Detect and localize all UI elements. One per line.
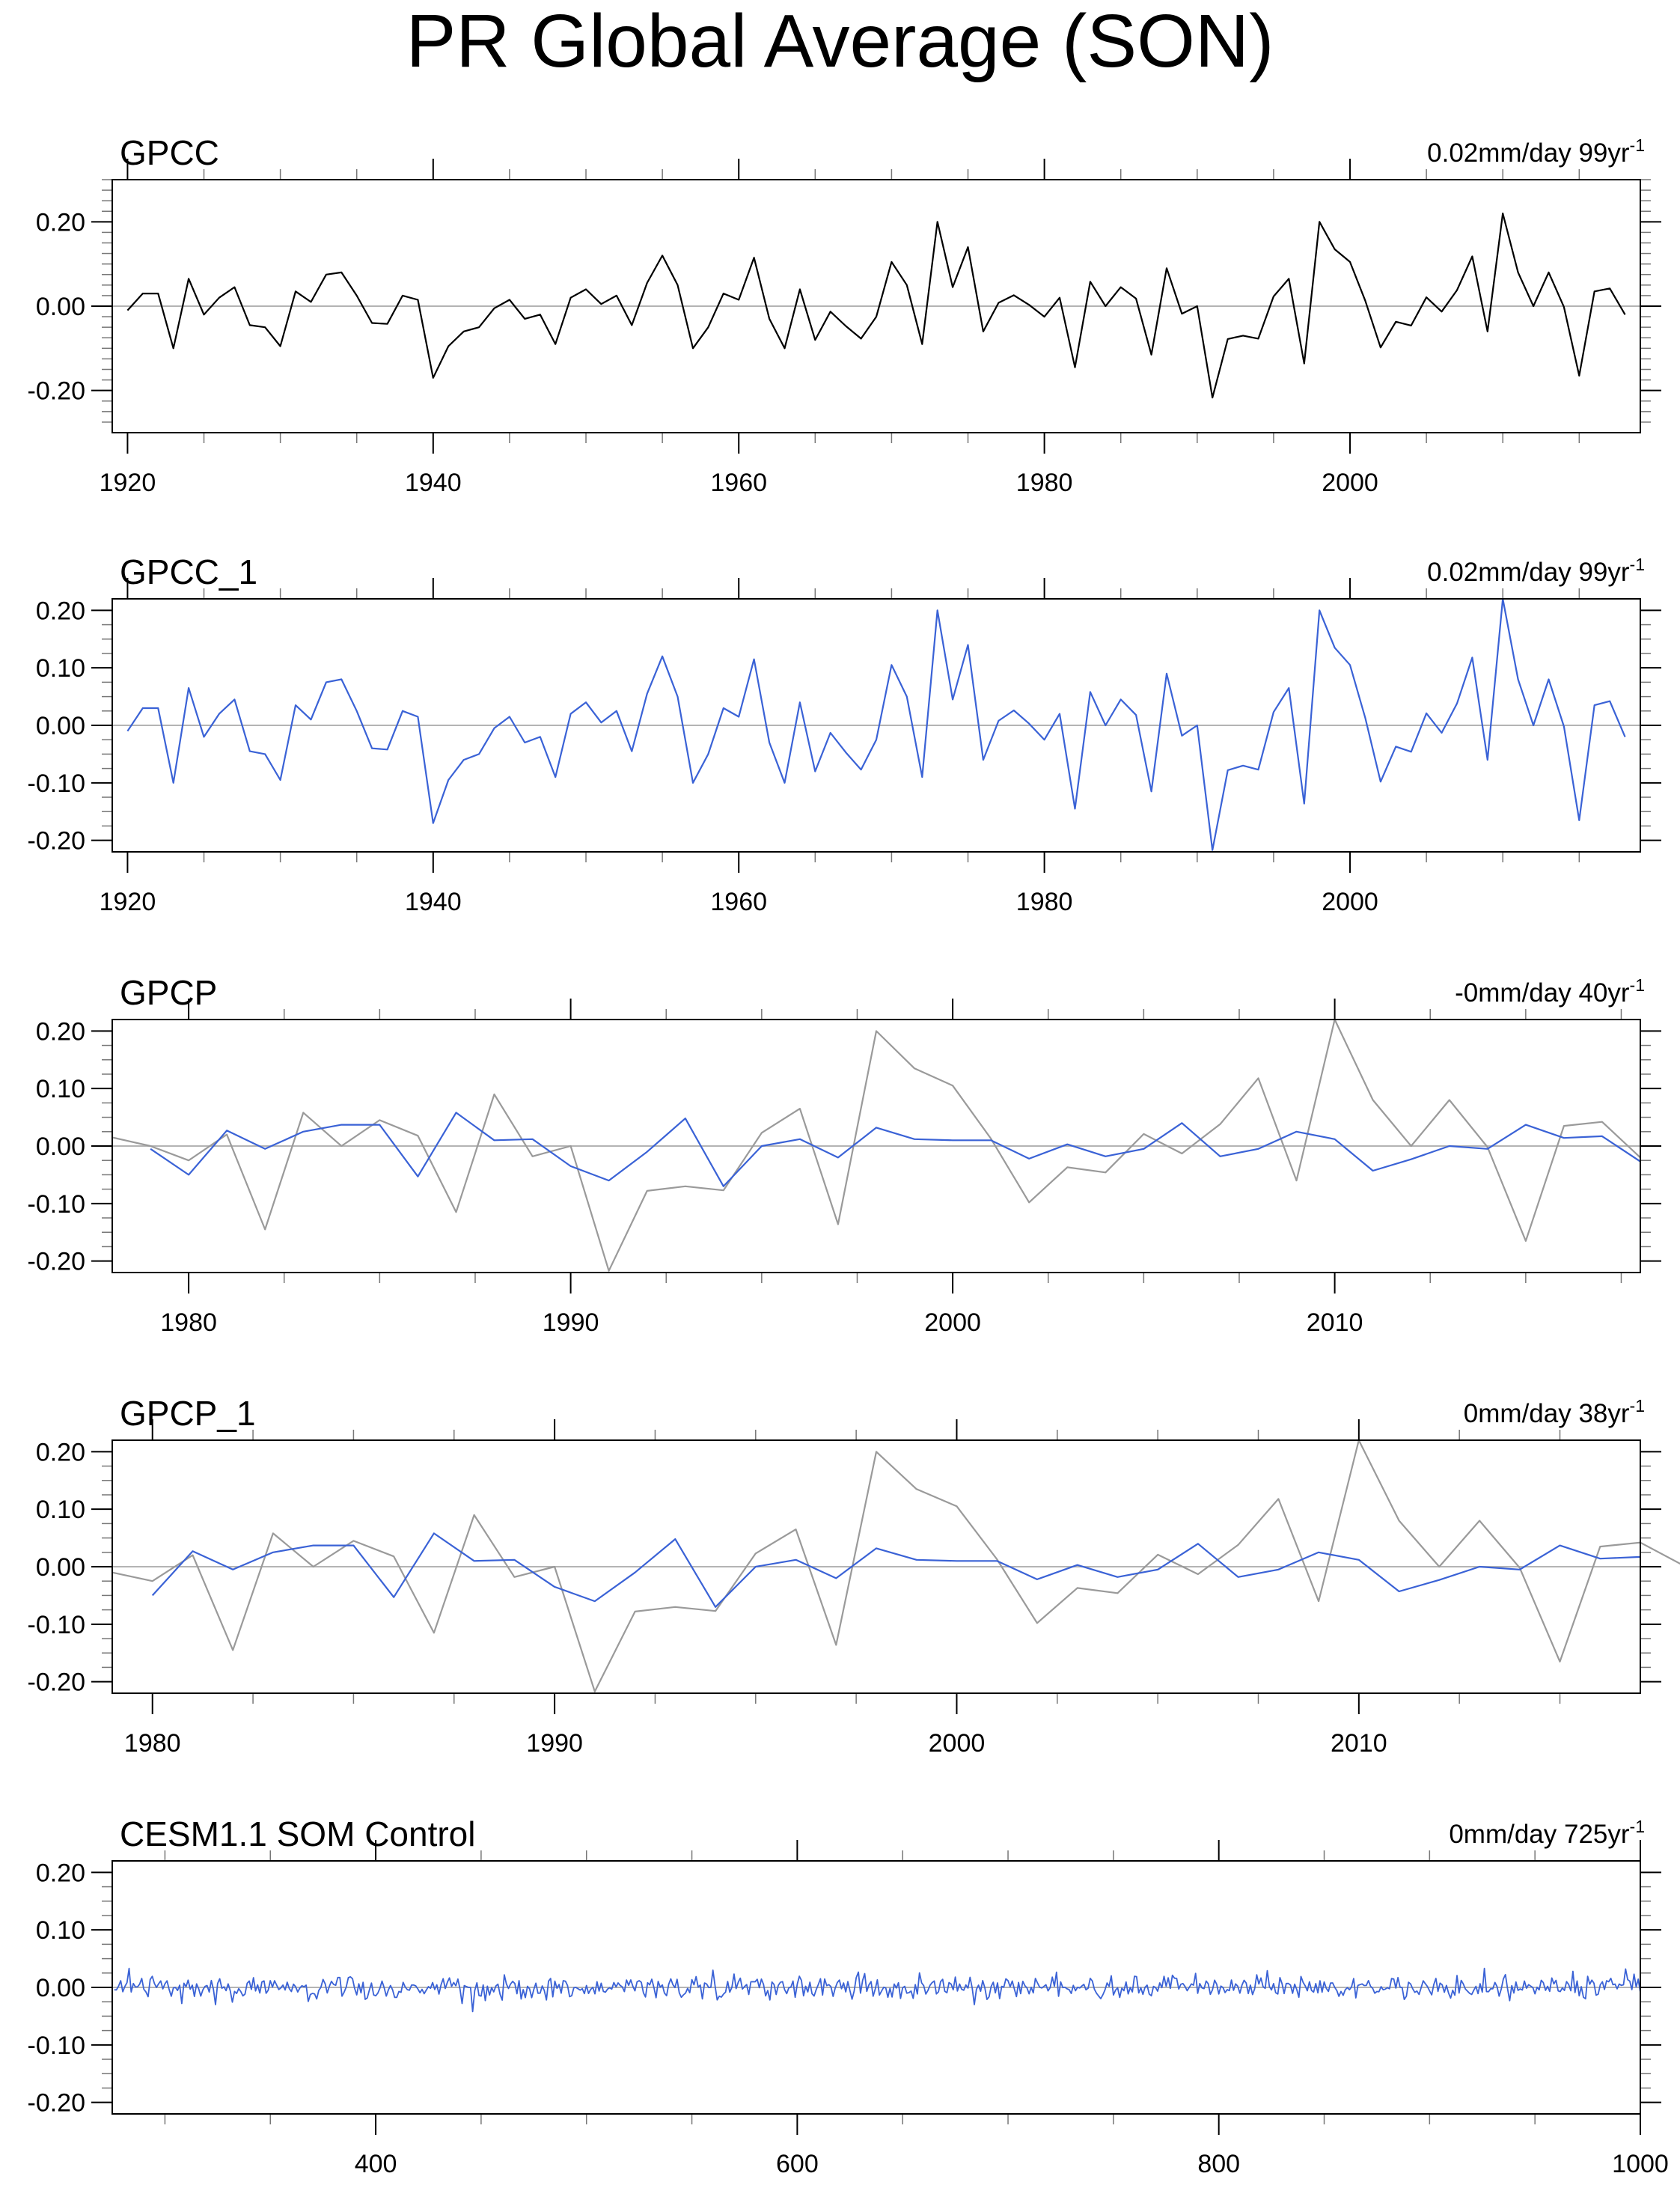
panel-title: CESM1.1 SOM Control <box>120 1814 475 1853</box>
x-tick-label: 1920 <box>100 888 156 916</box>
x-tick-label: 800 <box>1197 2150 1240 2178</box>
x-tick-label: 600 <box>776 2150 819 2178</box>
x-tick-label: 1990 <box>543 1308 599 1337</box>
y-tick-label: 0.00 <box>36 1133 85 1161</box>
y-tick-label: -0.10 <box>28 1611 86 1639</box>
trend-value: 0mm/day 38yr <box>1464 1399 1630 1428</box>
trend-label: 0.02mm/day 99yr-1 <box>1427 135 1645 168</box>
series-line-1 <box>126 597 1626 851</box>
panel-3: GPCP -0mm/day 40yr-1 0.20 0.10 0.00 -0.10 -0.2… <box>28 973 1661 1337</box>
x-tick-label: 2010 <box>1331 1729 1387 1758</box>
trend-exponent: -1 <box>1630 975 1645 995</box>
series-line-1 <box>114 1967 1641 2013</box>
panel-4: GPCP_1 0mm/day 38yr-1 0.20 0.10 0.00 -0.10 -0.… <box>28 1394 1680 1758</box>
series-line-2 <box>151 1532 1641 1608</box>
x-tick-label: 2000 <box>1322 888 1378 916</box>
trend-value: 0.02mm/day 99yr <box>1427 558 1630 587</box>
x-tick-label: 2000 <box>924 1308 981 1337</box>
trend-exponent: -1 <box>1630 1396 1645 1416</box>
x-tick-label: 1960 <box>710 469 767 497</box>
x-tick-label: 1940 <box>405 888 462 916</box>
y-tick-label: 0.20 <box>36 1859 85 1887</box>
panel-1: GPCC 0.02mm/day 99yr-1 0.20 0.00 -0.20 1920 19… <box>28 133 1661 497</box>
y-tick-label: -0.20 <box>28 1248 86 1276</box>
panel-title: GPCP_1 <box>120 1394 256 1433</box>
y-tick-label: -0.10 <box>28 1190 86 1219</box>
y-tick-label: 0.00 <box>36 712 85 740</box>
y-tick-label: -0.20 <box>28 377 86 406</box>
y-tick-label: -0.10 <box>28 2032 86 2060</box>
x-tick-label: 400 <box>355 2150 397 2178</box>
series-line-1 <box>112 1439 1680 1692</box>
trend-label: -0mm/day 40yr-1 <box>1455 975 1645 1008</box>
y-tick-label: 0.20 <box>36 597 85 625</box>
x-tick-label: 1980 <box>1016 888 1073 916</box>
plot-frame <box>112 1860 1641 2115</box>
y-tick-label: 0.10 <box>36 1916 85 1945</box>
y-tick-label: 0.00 <box>36 1553 85 1582</box>
y-tick-label: -0.10 <box>28 770 86 798</box>
trend-value: 0.02mm/day 99yr <box>1427 138 1630 168</box>
trend-value: -0mm/day 40yr <box>1455 978 1630 1008</box>
x-tick-label: 1000 <box>1612 2150 1669 2178</box>
trend-label: 0mm/day 725yr-1 <box>1449 1817 1645 1849</box>
y-tick-label: 0.10 <box>36 1075 85 1103</box>
trend-label: 0.02mm/day 99yr-1 <box>1427 555 1645 587</box>
x-tick-label: 1940 <box>405 469 462 497</box>
x-tick-label: 1980 <box>124 1729 181 1758</box>
x-tick-label: 2000 <box>1322 469 1378 497</box>
x-tick-label: 1980 <box>1016 469 1073 497</box>
chart-title: PR Global Average (SON) <box>406 0 1274 83</box>
plot-frame <box>112 598 1641 853</box>
x-tick-label: 1990 <box>526 1729 583 1758</box>
trend-label: 0mm/day 38yr-1 <box>1464 1396 1645 1428</box>
x-tick-label: 1980 <box>160 1308 217 1337</box>
y-tick-label: -0.20 <box>28 2089 86 2118</box>
plot-frame <box>112 179 1641 433</box>
x-tick-label: 1960 <box>710 888 767 916</box>
plot-frame <box>112 1439 1641 1694</box>
y-tick-label: -0.20 <box>28 827 86 856</box>
y-tick-label: -0.20 <box>28 1669 86 1697</box>
y-tick-label: 0.10 <box>36 1496 85 1524</box>
y-tick-label: 0.00 <box>36 1974 85 2002</box>
trend-value: 0mm/day 725yr <box>1449 1820 1630 1849</box>
panel-title: GPCC <box>120 133 219 172</box>
panel-2: GPCC_1 0.02mm/day 99yr-1 0.20 0.10 0.00 -0.10… <box>28 552 1661 916</box>
y-tick-label: 0.10 <box>36 654 85 683</box>
y-tick-label: 0.20 <box>36 1017 85 1046</box>
plot-frame <box>112 1019 1641 1273</box>
series-line-2 <box>150 1112 1641 1187</box>
trend-exponent: -1 <box>1630 555 1645 574</box>
x-tick-label: 1920 <box>100 469 156 497</box>
trend-exponent: -1 <box>1630 1817 1645 1836</box>
panel-title: GPCC_1 <box>120 552 257 591</box>
trend-exponent: -1 <box>1630 135 1645 155</box>
panel-title: GPCP <box>120 973 217 1012</box>
series-line-1 <box>112 1018 1641 1272</box>
series-line-1 <box>126 213 1626 399</box>
x-tick-label: 2010 <box>1307 1308 1363 1337</box>
y-tick-label: 0.00 <box>36 293 85 321</box>
y-tick-label: 0.20 <box>36 1438 85 1466</box>
x-tick-label: 2000 <box>929 1729 986 1758</box>
panel-5: CESM1.1 SOM Control 0mm/day 725yr-1 0.20 0.… <box>28 1814 1669 2178</box>
y-tick-label: 0.20 <box>36 208 85 237</box>
